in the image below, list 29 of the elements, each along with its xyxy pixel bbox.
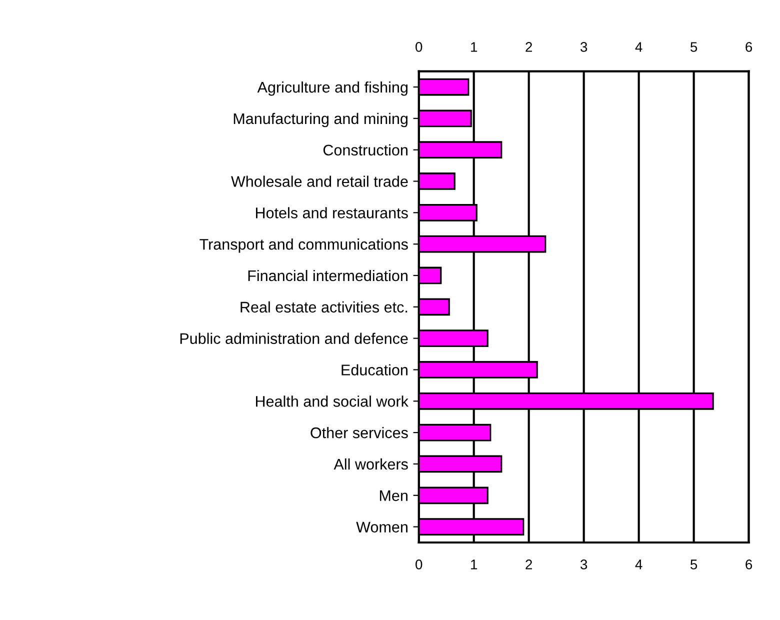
y-tick-label: Men: [380, 490, 408, 502]
x-tick-label: 6: [746, 560, 752, 570]
y-tick-label: Construction: [323, 144, 408, 156]
y-tick-label: Women: [356, 522, 408, 532]
y-tick-label: Manufacturing and mining: [234, 112, 408, 128]
y-tick-label: Other services: [310, 427, 408, 438]
y-tick-label: Financial intermediation: [248, 270, 408, 282]
x-tick-label: 4: [635, 560, 642, 570]
y-tick-label: Wholesale and retail trade: [231, 176, 408, 187]
y-tick-label: Education: [342, 364, 408, 376]
x2-tick-label: 6: [746, 42, 752, 52]
x2-tick-label: 4: [635, 42, 642, 52]
y-tick-label: Agriculture and fishing: [257, 81, 408, 96]
x2-tick-label: 2: [526, 42, 532, 52]
y-tick-label: All workers: [334, 458, 408, 470]
y-tick-label: Real estate activities etc.: [240, 301, 408, 313]
x2-tick-label: 3: [580, 42, 588, 52]
x-tick-label: 1: [471, 560, 478, 570]
x2-tick-label: 1: [471, 42, 478, 52]
x-tick-label: 0: [416, 560, 422, 570]
x2-tick-label: 0: [416, 42, 422, 52]
x-tick-label: 5: [690, 560, 698, 570]
y-tick-label: Public administration and defence: [180, 332, 408, 344]
y-tick-label: Hotels and restaurants: [256, 207, 408, 218]
x-tick-label: 2: [526, 560, 532, 570]
x-tick-label: 3: [580, 560, 588, 570]
x2-tick-label: 5: [690, 42, 698, 52]
y-tick-label: Transport and communications: [200, 238, 408, 253]
y-tick-label: Health and social work: [256, 396, 408, 407]
